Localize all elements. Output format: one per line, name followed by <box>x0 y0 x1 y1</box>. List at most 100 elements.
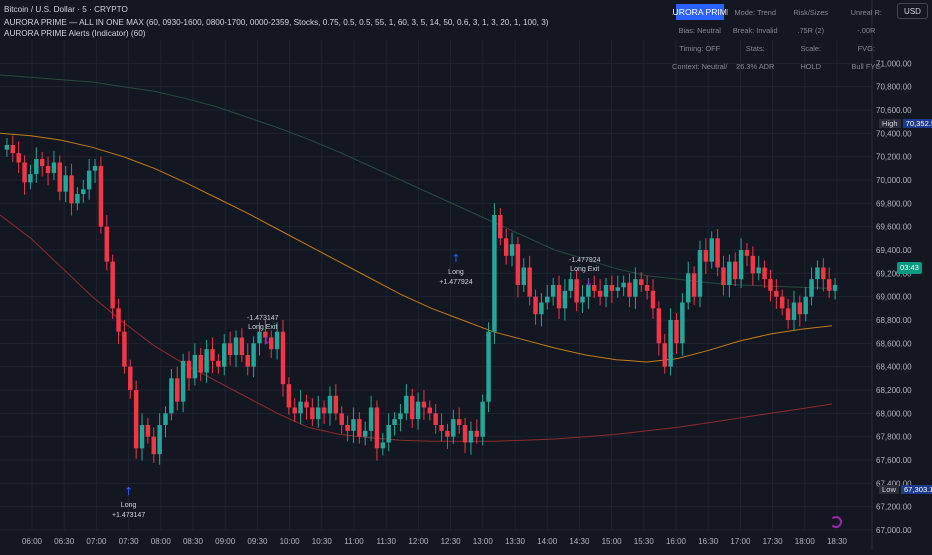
candle-body <box>210 349 215 361</box>
y-tick-label: 70,800.00 <box>876 83 912 92</box>
candle-body <box>274 331 280 350</box>
candle-body <box>75 194 80 204</box>
y-tick-label: 69,800.00 <box>876 199 912 208</box>
candle-body <box>22 162 27 183</box>
candle-body <box>286 384 292 408</box>
candle-body <box>709 238 714 262</box>
candle-body <box>451 419 456 437</box>
candle-body <box>233 337 239 355</box>
candle-body <box>245 355 250 367</box>
candle-body <box>803 296 808 315</box>
aurora-stats-panel: AURORA PRIME Mode: Trend Risk/Sizes Unre… <box>672 3 894 75</box>
candle-body <box>380 442 386 449</box>
candle-body <box>122 331 127 367</box>
candle-body <box>98 166 104 227</box>
candle-body <box>515 244 521 285</box>
candle-body <box>439 425 444 431</box>
candle-body <box>175 378 180 402</box>
candle-body <box>556 285 562 309</box>
candle-body <box>92 166 98 171</box>
candle-body <box>310 407 315 420</box>
candle-body <box>509 244 515 256</box>
candle-body <box>427 407 433 414</box>
signal-value: -1.477924 <box>569 257 601 264</box>
panel-cell: Stats: <box>745 43 765 53</box>
x-tick-label: 06:00 <box>22 537 43 546</box>
x-tick-label: 17:30 <box>763 537 784 546</box>
y-tick-label: 68,400.00 <box>876 363 912 372</box>
candle-body <box>468 430 474 443</box>
y-tick-label: 67,000.00 <box>876 526 912 535</box>
candle-body <box>333 395 339 414</box>
candle-body <box>69 175 74 204</box>
candle-body <box>527 267 532 297</box>
candle-body <box>539 302 544 315</box>
signal-label: Long Exit <box>570 266 599 273</box>
x-tick-label: 11:30 <box>376 537 396 546</box>
candle-body <box>327 395 333 414</box>
candle-body <box>45 166 51 173</box>
candle-body <box>809 279 814 297</box>
candle-body <box>821 267 826 280</box>
candle-body <box>398 413 403 420</box>
candle-body <box>280 331 286 385</box>
candle-body <box>351 419 356 431</box>
candle-body <box>357 419 362 437</box>
candle-body <box>362 430 368 437</box>
replay-icon[interactable] <box>830 516 842 528</box>
candle-body <box>686 273 691 303</box>
candle-body <box>832 285 838 291</box>
candle-body <box>51 162 57 173</box>
candle-body <box>568 279 573 291</box>
candle-body <box>315 407 321 420</box>
candle-body <box>157 425 162 455</box>
candle-body <box>374 407 380 449</box>
x-tick-label: 15:00 <box>602 537 623 546</box>
y-tick-label: 70,400.00 <box>876 129 912 138</box>
candle-body <box>292 407 297 414</box>
signal-value: -1.473147 <box>247 315 279 322</box>
currency-button[interactable]: USD <box>897 3 928 19</box>
y-tick-label: 69,600.00 <box>876 223 912 232</box>
panel-cell: Break: Invalid <box>732 25 778 35</box>
candle-body <box>456 419 462 425</box>
y-tick-label: 68,200.00 <box>876 386 912 395</box>
panel-cell: -.00R <box>857 25 876 35</box>
candle-body <box>656 308 662 344</box>
candle-body <box>674 320 679 344</box>
panel-cell: Unreal R: <box>850 7 882 17</box>
panel-cell: Scale: <box>800 43 822 53</box>
candle-body <box>163 413 168 425</box>
x-tick-label: 14:30 <box>569 537 590 546</box>
y-tick-label: 67,600.00 <box>876 456 912 465</box>
candle-body <box>415 401 421 420</box>
candle-body <box>186 360 192 379</box>
candle-body <box>627 282 632 297</box>
candle-body <box>697 250 703 297</box>
alerts-legend: AURORA PRIME Alerts (Indicator) (60) <box>4 29 146 38</box>
candle-body <box>597 290 603 297</box>
candle-body <box>39 159 45 166</box>
candle-body <box>10 145 16 154</box>
candle-body <box>732 261 738 280</box>
indicator-legend: AURORA PRIME — ALL IN ONE MAX (60, 0930-… <box>4 18 549 27</box>
panel-cell: 26.3% ADR <box>736 61 775 71</box>
candle-body <box>727 261 732 285</box>
panel-cell: Timing: OFF <box>679 43 721 53</box>
candle-body <box>304 401 309 408</box>
candle-body <box>562 290 568 309</box>
y-tick-label: 68,000.00 <box>876 409 912 418</box>
candle-body <box>321 407 327 414</box>
x-tick-label: 16:00 <box>666 537 687 546</box>
x-tick-label: 08:30 <box>183 537 204 546</box>
low-value: 67,303.16 <box>900 485 932 494</box>
candle-body <box>421 401 427 408</box>
signal-label: Long <box>121 502 137 509</box>
candle-body <box>680 302 685 344</box>
x-tick-label: 06:30 <box>54 537 75 546</box>
candle-body <box>345 425 350 431</box>
candle-body <box>545 296 550 303</box>
